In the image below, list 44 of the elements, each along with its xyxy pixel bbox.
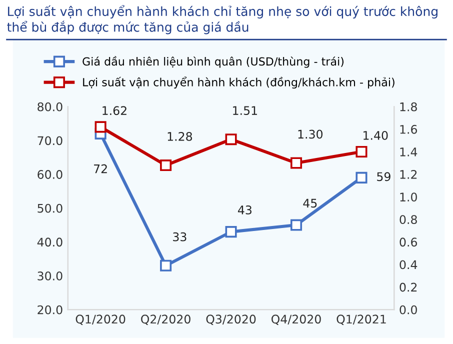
y-tick-label: 60.0 <box>38 170 62 179</box>
data-label: 1.40 <box>364 130 388 140</box>
y2-tick-label: 1.4 <box>400 148 418 156</box>
x-tick-label: Q4/2020 <box>272 314 321 325</box>
point <box>94 121 106 133</box>
point <box>225 134 237 146</box>
y-tick-label: 80.0 <box>38 102 62 112</box>
x-tick-label: Q2/2020 <box>141 314 190 325</box>
y-tick-label: 50.0 <box>38 204 62 213</box>
y2-tick-label: 0.2 <box>400 282 417 292</box>
y2-tick-label: 0.6 <box>400 238 418 247</box>
point <box>160 260 172 272</box>
data-label: 1.62 <box>102 106 126 116</box>
data-label: 1.28 <box>168 132 192 141</box>
y-tick-label: 70.0 <box>38 136 62 146</box>
x-tick-label: Q3/2020 <box>206 314 256 325</box>
data-label: 72 <box>94 164 107 174</box>
data-label: 45 <box>303 198 317 208</box>
y2-tick-label: 0.0 <box>400 305 417 314</box>
y2-tick-label: 1.2 <box>400 170 417 179</box>
x-tick-label: Q1/2021 <box>336 314 386 325</box>
data-label: 43 <box>238 205 252 214</box>
y2-tick-label: 1.8 <box>400 102 417 112</box>
legend-label: Giá dầu nhiên liệu bình quân (USD/thùng - trái) <box>82 56 344 68</box>
x-tick-label: Q1/2020 <box>76 314 126 325</box>
y2-tick-label: 1.0 <box>400 192 417 202</box>
chart-title: Lợi suất vận chuyển hành khách chỉ tăng nhẹ so với quý trước không thể bù đắp được mức tăng của giá dầu <box>7 5 438 34</box>
y-tick-label: 20.0 <box>38 305 62 314</box>
legend-label: Lợi suất vận chuyển hành khách (đồng/khách.km - phải) <box>83 76 394 89</box>
data-label: 1.51 <box>233 106 257 115</box>
y-tick-label: 40.0 <box>37 238 62 247</box>
point <box>290 157 302 169</box>
point <box>356 146 368 158</box>
y2-tick-label: 1.6 <box>400 124 418 134</box>
data-label: 1.30 <box>298 130 323 139</box>
point <box>160 160 172 172</box>
data-label: 59 <box>377 172 390 182</box>
point <box>356 172 368 184</box>
y-tick-label: 30.0 <box>38 271 62 280</box>
point <box>225 226 237 238</box>
y2-tick-label: 0.8 <box>400 215 417 224</box>
point <box>290 219 302 231</box>
data-label: 33 <box>173 232 186 242</box>
y2-tick-label: 0.4 <box>400 260 418 270</box>
